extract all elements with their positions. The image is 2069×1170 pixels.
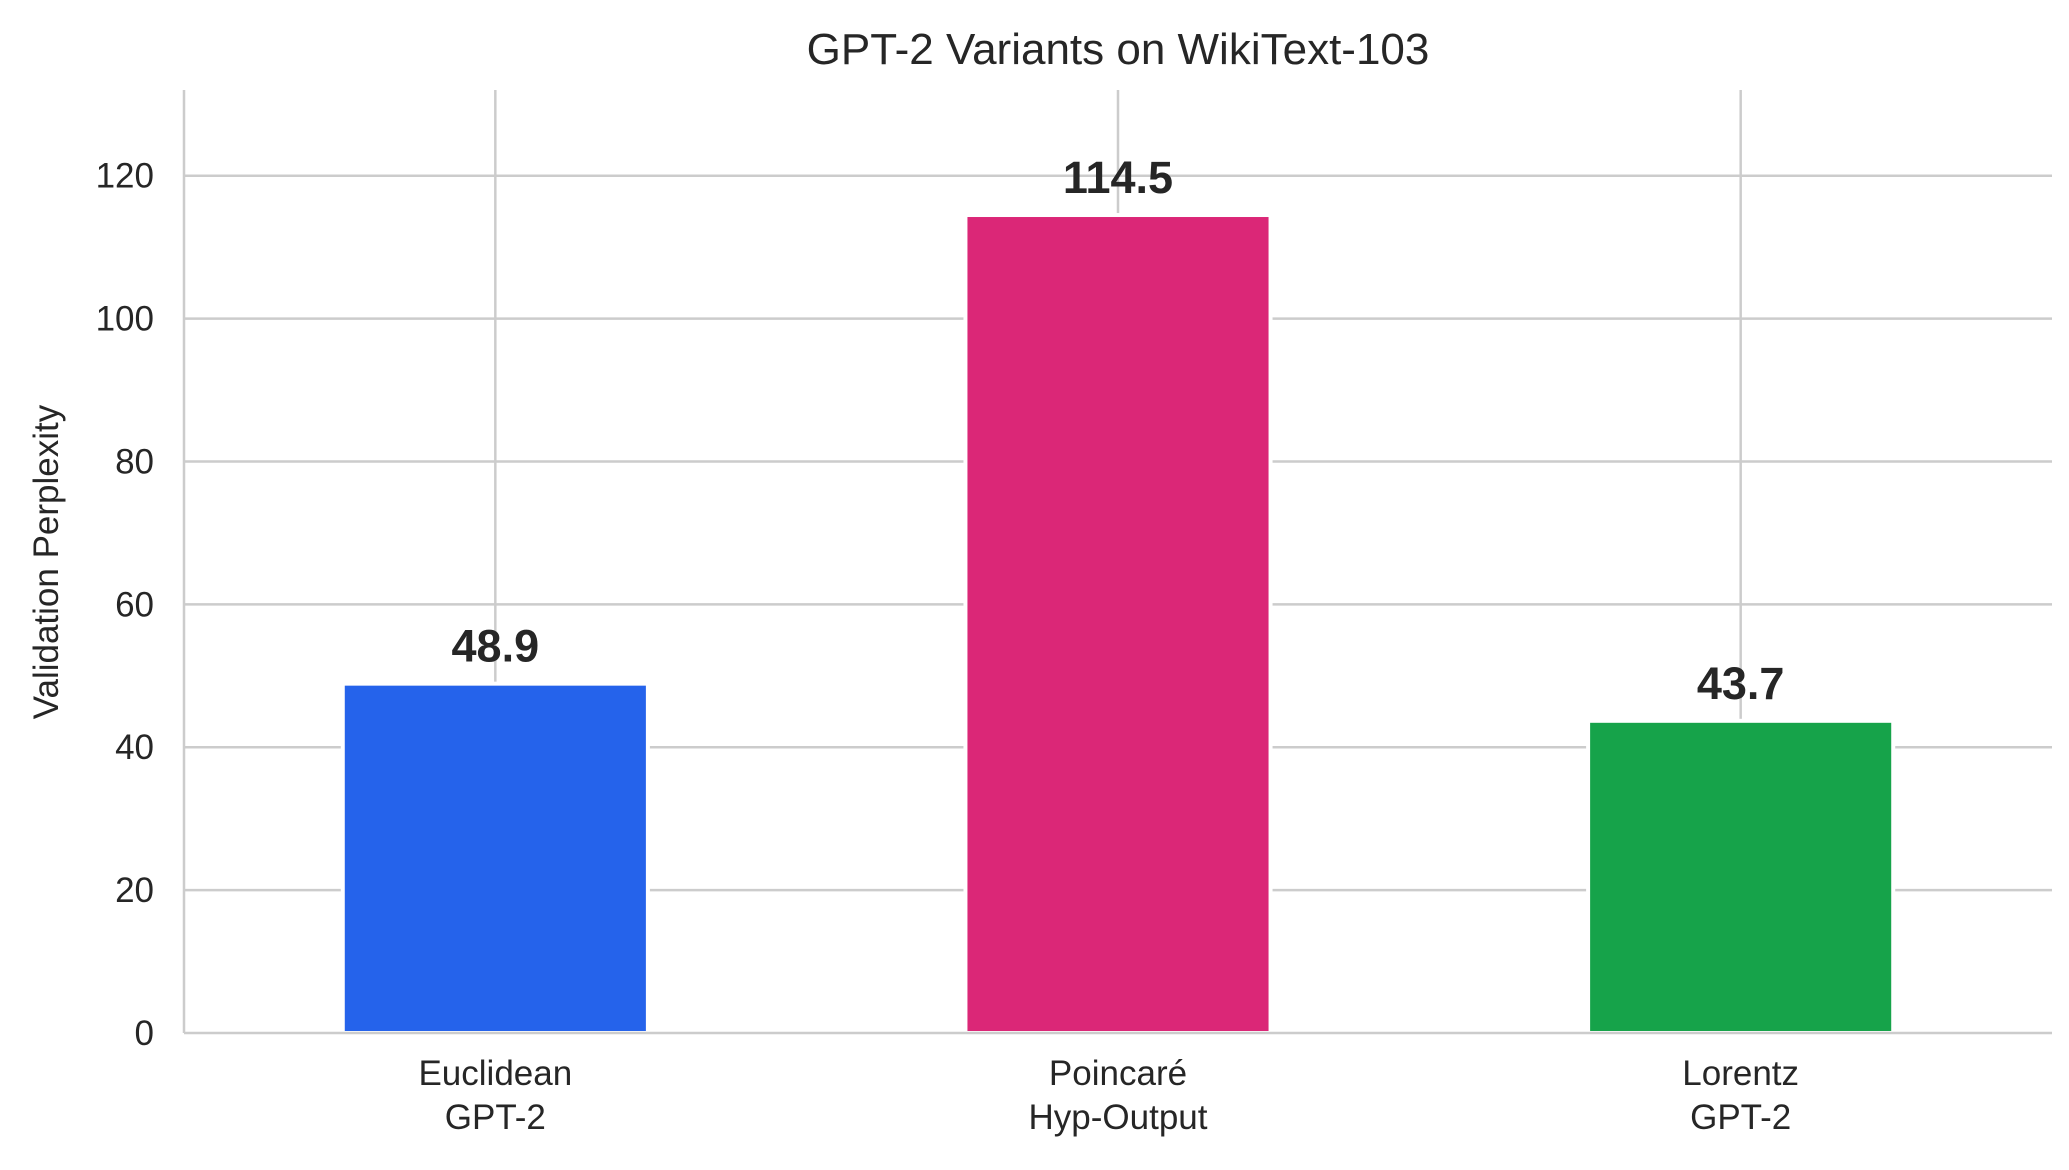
y-tick-label: 60 [115, 585, 154, 624]
bar [1586, 718, 1896, 1036]
x-tick-label: Euclidean GPT-2 [418, 1054, 572, 1137]
bar [963, 213, 1273, 1036]
data-label: 114.5 [1063, 152, 1173, 203]
x-tick-labels: Euclidean GPT-2 Poincaré Hyp-Output Lorentz G… [418, 1054, 1799, 1137]
chart-title: GPT-2 Variants on WikiText-103 [807, 25, 1430, 74]
x-tick-label: Lorentz GPT-2 [1682, 1054, 1799, 1137]
y-tick-label: 100 [96, 300, 154, 339]
y-tick-label: 80 [115, 442, 154, 481]
data-label: 48.9 [452, 621, 540, 672]
y-tick-label: 40 [115, 728, 154, 767]
y-tick-label: 120 [96, 157, 154, 196]
bars [340, 213, 1896, 1036]
x-tick-label: Poincaré Hyp-Output [1029, 1054, 1208, 1137]
value-labels: 48.9 114.5 43.7 [452, 152, 1785, 709]
y-tick-label: 0 [135, 1014, 154, 1053]
y-tick-labels: 0 20 40 60 80 100 120 [96, 157, 154, 1053]
axis-spines [182, 90, 2052, 1035]
y-tick-label: 20 [115, 871, 154, 910]
bar [340, 681, 650, 1035]
y-axis-label: Validation Perplexity [27, 404, 66, 719]
data-label: 43.7 [1697, 658, 1785, 709]
